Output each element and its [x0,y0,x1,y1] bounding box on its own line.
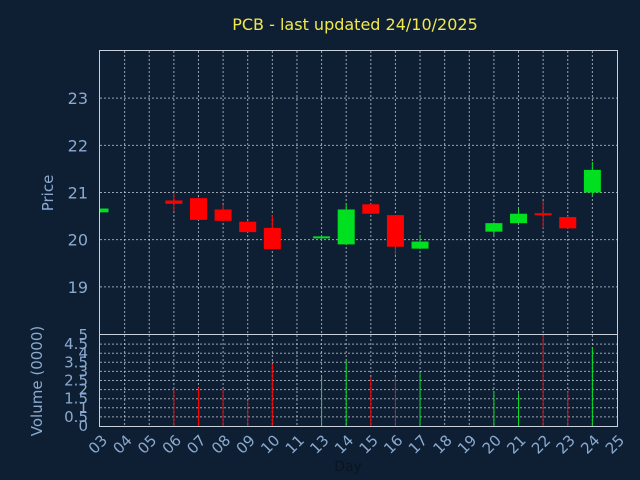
candle-body [263,227,281,250]
x-axis-label: Day [334,459,362,475]
candle-body [214,209,232,221]
volume-tick-label: 3 [78,362,88,380]
volume-tick-label: 1 [78,399,88,417]
x-tick-labels: 0304050607080910111314151617181920212223… [85,431,628,457]
candlesticks [99,161,601,255]
price-grid [100,51,617,334]
candle-body [559,217,577,229]
x-tick-label: 19 [454,431,480,457]
x-tick-label: 07 [183,431,209,457]
price-tick-labels: 19 20 21 22 23 [68,89,88,297]
candle-body [510,213,528,224]
x-tick-label: 16 [380,431,406,457]
volume-tick-label: 2 [78,381,88,399]
price-axis-label: Price [39,175,57,212]
candle-body [411,241,429,249]
candle-14 [337,203,355,245]
price-tick-label: 20 [68,231,88,250]
candle-body [534,213,552,216]
candle-24 [583,161,601,197]
x-tick-label: 03 [85,431,111,457]
x-tick-label: 22 [528,431,554,457]
volume-bars [173,335,593,426]
candle-body [189,198,207,220]
x-tick-label: 08 [208,431,234,457]
volume-tick-label: 3.5 [64,353,88,371]
volume-tick-label: 2.5 [64,372,88,390]
candle-22 [534,200,552,228]
volume-tick-label: 4.5 [64,335,88,353]
volume-tick-label: 0 [78,417,88,435]
x-tick-label: 15 [356,431,382,457]
x-tick-label: 13 [306,431,332,457]
candle-09 [239,220,257,233]
candle-07 [189,197,207,220]
candle-13 [313,234,331,242]
volume-axis-label: Volume (0000) [28,326,46,436]
candle-body [239,221,257,233]
x-tick-label: 20 [479,431,505,457]
x-tick-label: 23 [553,431,579,457]
volume-tick-label: 5 [78,326,88,344]
x-tick-label: 24 [577,431,603,457]
candle-body [362,204,380,214]
volume-tick-label: 0.5 [64,408,88,426]
volume-tick-label: 4 [78,344,88,362]
x-tick-label: 10 [257,431,283,457]
price-tick-label: 22 [68,136,88,155]
candle-body [165,200,183,204]
x-tick-label: 17 [405,431,431,457]
volume-tick-labels: 00.511.522.533.544.55 [64,326,88,435]
candle-body [583,169,601,193]
price-tick-label: 21 [68,184,88,203]
candle-06 [165,192,183,212]
candle-20 [485,222,503,235]
price-tick-label: 23 [68,89,88,108]
candle-16 [386,215,404,255]
candle-08 [214,204,232,221]
candle-body [337,209,355,245]
volume-tick-label: 1.5 [64,390,88,408]
chart-title: PCB - last updated 24/10/2025 [232,15,478,34]
x-tick-label: 25 [602,431,628,457]
candle-body [485,223,503,232]
volume-panel-frame [99,334,618,427]
x-tick-label: 11 [282,431,308,457]
candle-03 [99,208,109,213]
candle-10 [263,215,281,250]
candle-body [313,236,331,239]
x-tick-label: 06 [159,431,185,457]
candle-23 [559,216,577,229]
candle-body [386,215,404,247]
candle-body [100,208,109,213]
x-tick-label: 04 [109,431,135,457]
price-tick-label: 19 [68,278,88,297]
x-tick-label: 09 [233,431,259,457]
candle-17 [411,236,429,250]
candle-15 [362,203,380,214]
x-tick-label: 21 [503,431,529,457]
x-tick-label: 18 [430,431,456,457]
x-tick-label: 14 [331,431,357,457]
volume-grid [100,335,617,426]
candle-21 [510,208,528,224]
x-tick-label: 05 [134,431,160,457]
